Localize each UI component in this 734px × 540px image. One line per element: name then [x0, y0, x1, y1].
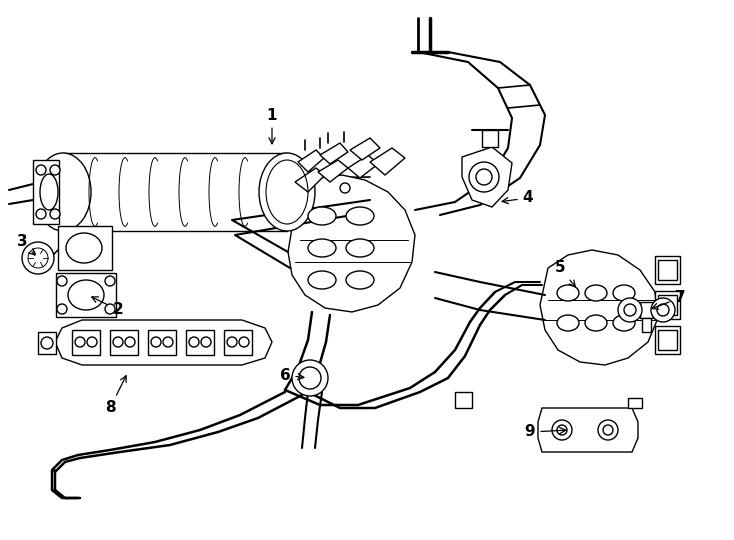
Circle shape	[552, 420, 572, 440]
Polygon shape	[540, 250, 658, 365]
Text: 8: 8	[105, 376, 126, 415]
Circle shape	[657, 304, 669, 316]
Circle shape	[50, 165, 60, 175]
Polygon shape	[72, 330, 100, 355]
Polygon shape	[628, 398, 642, 408]
Polygon shape	[658, 260, 677, 280]
Polygon shape	[655, 256, 680, 284]
Circle shape	[105, 304, 115, 314]
Circle shape	[239, 337, 249, 347]
Ellipse shape	[613, 285, 635, 301]
Text: 5: 5	[555, 260, 575, 287]
Circle shape	[340, 183, 350, 193]
Polygon shape	[482, 130, 498, 147]
Polygon shape	[288, 175, 415, 312]
Polygon shape	[455, 392, 472, 408]
Text: 6: 6	[280, 368, 304, 382]
Ellipse shape	[613, 315, 635, 331]
Polygon shape	[186, 330, 214, 355]
Polygon shape	[350, 138, 380, 160]
Circle shape	[469, 162, 499, 192]
Polygon shape	[298, 150, 324, 172]
Circle shape	[189, 337, 199, 347]
Polygon shape	[538, 408, 638, 452]
Text: 2: 2	[92, 297, 123, 318]
Polygon shape	[224, 330, 252, 355]
Polygon shape	[38, 332, 56, 354]
Polygon shape	[295, 168, 325, 192]
Ellipse shape	[346, 207, 374, 225]
Polygon shape	[655, 291, 680, 319]
Ellipse shape	[308, 207, 336, 225]
Circle shape	[151, 337, 161, 347]
Circle shape	[57, 304, 67, 314]
Circle shape	[476, 169, 492, 185]
Polygon shape	[642, 318, 651, 332]
Polygon shape	[318, 160, 348, 182]
Ellipse shape	[346, 271, 374, 289]
Ellipse shape	[66, 233, 102, 263]
Ellipse shape	[346, 239, 374, 257]
Polygon shape	[462, 147, 512, 207]
Text: 7: 7	[652, 291, 686, 309]
Circle shape	[113, 337, 123, 347]
Polygon shape	[658, 330, 677, 350]
Ellipse shape	[68, 280, 104, 310]
Ellipse shape	[557, 315, 579, 331]
Polygon shape	[56, 273, 116, 317]
Text: 9: 9	[525, 424, 566, 440]
Ellipse shape	[308, 239, 336, 257]
Circle shape	[75, 337, 85, 347]
Polygon shape	[655, 326, 680, 354]
Polygon shape	[658, 295, 677, 315]
Circle shape	[227, 337, 237, 347]
Text: 3: 3	[17, 234, 35, 255]
Polygon shape	[348, 155, 378, 178]
Polygon shape	[370, 148, 405, 175]
Circle shape	[57, 276, 67, 286]
Polygon shape	[148, 330, 176, 355]
Circle shape	[557, 425, 567, 435]
Circle shape	[299, 367, 321, 389]
Ellipse shape	[35, 153, 91, 231]
Circle shape	[651, 298, 675, 322]
Ellipse shape	[557, 285, 579, 301]
Circle shape	[125, 337, 135, 347]
Circle shape	[28, 248, 48, 268]
Polygon shape	[58, 226, 112, 270]
Circle shape	[201, 337, 211, 347]
Polygon shape	[320, 143, 348, 164]
Circle shape	[624, 304, 636, 316]
Circle shape	[105, 276, 115, 286]
Circle shape	[41, 337, 53, 349]
Ellipse shape	[585, 285, 607, 301]
Circle shape	[87, 337, 97, 347]
Circle shape	[603, 425, 613, 435]
Circle shape	[22, 242, 54, 274]
Circle shape	[598, 420, 618, 440]
Circle shape	[618, 298, 642, 322]
Text: 4: 4	[502, 191, 534, 206]
Circle shape	[292, 360, 328, 396]
Ellipse shape	[40, 174, 58, 210]
Polygon shape	[33, 160, 59, 224]
Circle shape	[36, 165, 46, 175]
Ellipse shape	[585, 315, 607, 331]
Ellipse shape	[308, 271, 336, 289]
Circle shape	[36, 209, 46, 219]
Circle shape	[163, 337, 173, 347]
Text: 1: 1	[266, 107, 277, 144]
Circle shape	[50, 209, 60, 219]
Ellipse shape	[259, 153, 315, 231]
Polygon shape	[640, 302, 653, 318]
Polygon shape	[110, 330, 138, 355]
Polygon shape	[55, 320, 272, 365]
